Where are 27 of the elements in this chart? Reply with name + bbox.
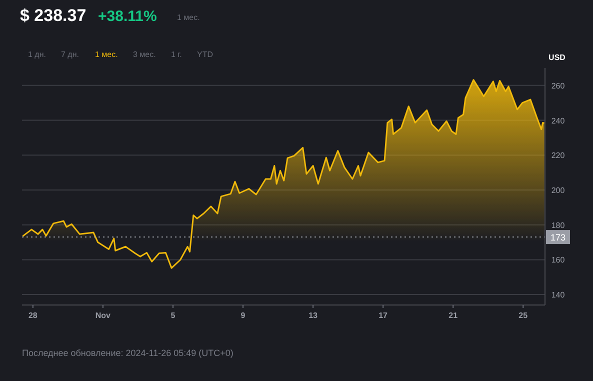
y-tick-label: 200 [551, 186, 566, 195]
x-tick-label: 21 [448, 311, 458, 320]
y-tick-label: 220 [551, 151, 566, 160]
y-tick-label: 240 [551, 116, 566, 126]
text: 1 дн. [28, 50, 46, 59]
ref-line-label: 173 [550, 232, 566, 243]
x-tick-label: Nov [95, 311, 112, 320]
y-tick-label: 260 [551, 81, 566, 90]
text: 7 дн. [61, 50, 79, 59]
y-axis-title: USD [548, 53, 566, 62]
y-tick-label: 180 [551, 220, 566, 230]
x-tick-label: 28 [28, 311, 38, 320]
x-tick-label: 13 [308, 311, 318, 320]
x-tick-label: 25 [518, 311, 528, 320]
text: 1 мес. [95, 50, 118, 59]
text: 1 г. [171, 50, 182, 59]
text: Последнее обновление: 2024-11-26 05:49 (UTC+0) [22, 348, 234, 358]
text: 3 мес. [133, 50, 156, 59]
y-tick-label: 160 [551, 256, 566, 265]
x-tick-label: 9 [240, 311, 246, 320]
x-tick-label: 5 [170, 311, 176, 320]
y-tick-label: 140 [551, 290, 566, 300]
chart-subtitle: +38.11% [98, 8, 157, 25]
x-tick-label: 17 [378, 311, 388, 320]
chart-title: $ 238.37 [20, 6, 86, 25]
text: 1 мес. [177, 13, 200, 22]
text: YTD [197, 50, 214, 59]
